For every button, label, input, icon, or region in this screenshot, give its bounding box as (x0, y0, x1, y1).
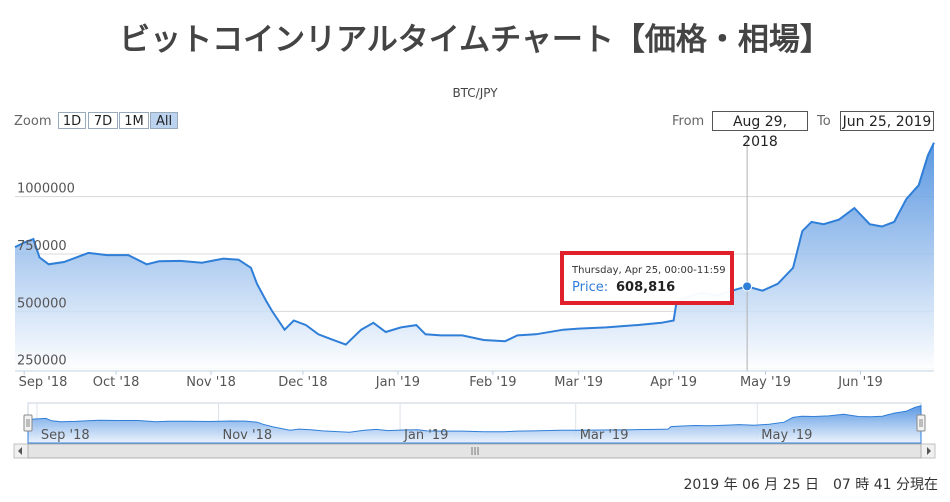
y-axis: 1000000 750000 500000 250000 (17, 182, 75, 369)
tooltip-price-value: 608,816 (616, 280, 676, 295)
navigator-tick-label: Nov '18 (223, 428, 273, 443)
price-tooltip: Thursday, Apr 25, 00:00-11:59 Price: 608… (560, 251, 734, 305)
navigator-tick-label: Jan '19 (403, 428, 448, 443)
navigator-tick-label: May '19 (761, 428, 812, 443)
y-tick-label: 500000 (17, 296, 67, 311)
y-tick-label: 250000 (17, 354, 67, 369)
tooltip-date: Thursday, Apr 25, 00:00-11:59 (572, 265, 726, 276)
from-date-input[interactable]: Aug 29, 2018 (712, 111, 808, 150)
from-label: From (672, 114, 705, 129)
navigator-left-handle[interactable] (23, 414, 33, 432)
update-timestamp: 2019 年 06 月 25 日 07 時 41 分現在 (683, 477, 939, 493)
x-tick-label: Feb '19 (469, 375, 516, 390)
price-area (15, 142, 934, 371)
x-tick-label: Apr '19 (650, 375, 697, 390)
x-tick-label: May '19 (740, 375, 791, 390)
zoom-1m-button[interactable]: 1M (119, 112, 149, 129)
page-title: ビットコインリアルタイムチャート【価格・相場】 (119, 22, 831, 58)
y-tick-label: 1000000 (17, 182, 75, 197)
scroll-right-arrow-icon[interactable] (927, 447, 931, 455)
zoom-7d-button[interactable]: 7D (88, 112, 118, 129)
scroll-left-arrow-icon[interactable] (18, 447, 22, 455)
price-chart[interactable]: BTC/JPY 1000000 750000 500000 250000 Sep '1… (0, 0, 950, 470)
y-tick-label: 750000 (17, 239, 67, 254)
navigator-right-handle[interactable] (916, 414, 926, 432)
navigator-series (27, 405, 922, 444)
x-tick-label: Mar '19 (554, 375, 603, 390)
crosshair (742, 137, 753, 371)
x-tick-label: Oct '18 (93, 375, 140, 390)
x-tick-label: Jun '19 (837, 375, 883, 390)
navigator-tick-label: Mar '19 (580, 428, 629, 443)
highlight-point (742, 281, 753, 292)
zoom-all-button[interactable]: All (150, 112, 178, 129)
to-date-input[interactable]: Jun 25, 2019 (840, 111, 934, 131)
tooltip-price-label: Price: (572, 280, 609, 295)
zoom-label: Zoom (14, 114, 52, 129)
to-label: To (817, 114, 831, 129)
price-series (14, 142, 935, 371)
x-tick-label: Dec '18 (278, 375, 327, 390)
x-tick-label: Jan '19 (375, 375, 420, 390)
x-tick-label: Nov '18 (186, 375, 236, 390)
x-tick-label: Sep '18 (19, 375, 68, 390)
price-line (14, 142, 935, 346)
navigator[interactable]: Sep '18 Nov '18 Jan '19 Mar '19 May '19 (23, 402, 926, 444)
zoom-1d-button[interactable]: 1D (58, 112, 86, 129)
navigator-tick-label: Sep '18 (41, 428, 90, 443)
scrollbar[interactable] (13, 443, 936, 459)
x-axis: Sep '18 Oct '18 Nov '18 Dec '18 Jan '19 Feb '… (15, 370, 934, 390)
chart-subtitle: BTC/JPY (452, 86, 498, 100)
